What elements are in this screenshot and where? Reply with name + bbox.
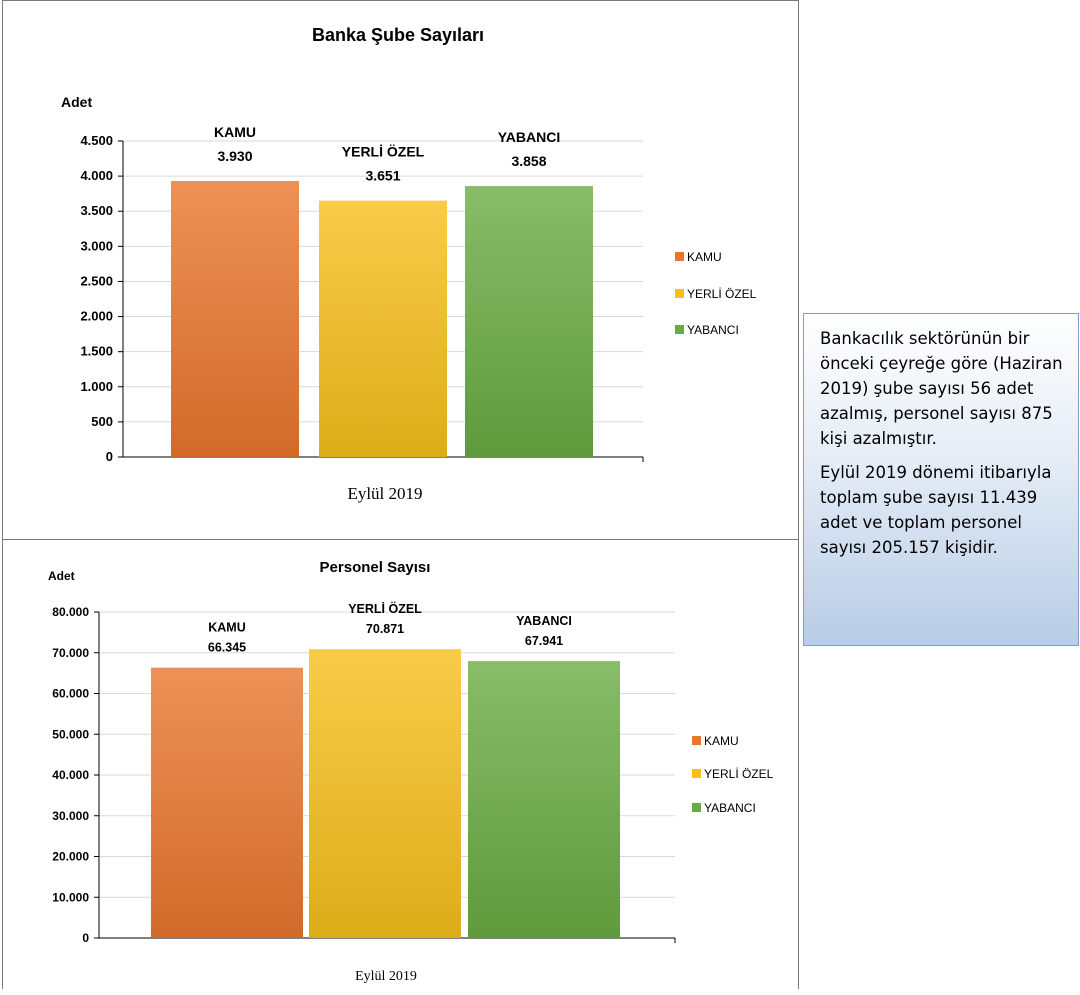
legend-swatch: [675, 325, 684, 334]
data-label-value: 3.858: [511, 153, 546, 169]
personnel-count-chart-panel: Personel Sayısı Adet 0 10.000 20.000 30.000 40…: [2, 539, 799, 989]
y-tick-label: 0: [82, 931, 89, 945]
y-tick-label: 80.000: [52, 605, 89, 619]
y-tick-label: 20.000: [52, 850, 89, 864]
legend-swatch: [692, 803, 701, 812]
y-axis-label: Adet: [48, 569, 75, 583]
legend-label: YABANCI: [704, 801, 756, 815]
y-tick-label: 0: [106, 449, 113, 464]
data-label-name: YABANCI: [498, 129, 561, 145]
legend-swatch: [675, 252, 684, 261]
legend-label: KAMU: [704, 734, 739, 748]
legend-label: YERLİ ÖZEL: [704, 767, 774, 781]
summary-paragraph-2: Eylül 2019 dönemi itibarıyla toplam şube…: [820, 463, 1052, 557]
data-label-value: 66.345: [208, 641, 246, 655]
y-tick-label: 70.000: [52, 646, 89, 660]
x-category-label: Eylül 2019: [355, 969, 417, 984]
data-label-name: YABANCI: [516, 614, 572, 628]
y-tick-label: 40.000: [52, 768, 89, 782]
legend-swatch: [692, 736, 701, 745]
chart-title: Personel Sayısı: [320, 559, 431, 576]
data-label-name: YERLİ ÖZEL: [342, 144, 425, 160]
data-label-value: 3.651: [365, 168, 400, 184]
y-tick-label: 4.000: [80, 168, 113, 183]
data-label-name: KAMU: [214, 124, 256, 140]
y-tick-label: 3.500: [80, 203, 113, 218]
bar-yabanci: [468, 661, 620, 938]
bar-kamu: [151, 667, 303, 938]
y-tick-label: 3.000: [80, 238, 113, 253]
y-tick-label: 10.000: [52, 890, 89, 904]
branch-count-chart-panel: Banka Şube Sayıları Adet 0 500 1.000 1.500 2.0…: [2, 0, 799, 540]
legend-swatch: [692, 769, 701, 778]
legend-swatch: [675, 289, 684, 298]
data-label-name: KAMU: [208, 621, 246, 635]
legend-label: KAMU: [687, 250, 722, 264]
y-tick-label: 4.500: [80, 133, 113, 148]
y-tick-label: 500: [91, 414, 113, 429]
branch-count-chart: Banka Şube Sayıları Adet 0 500 1.000 1.500 2.0…: [61, 25, 757, 503]
legend-label: YABANCI: [687, 323, 739, 337]
data-label-value: 67.941: [525, 634, 563, 648]
data-label-value: 70.871: [366, 622, 404, 636]
summary-note-box: Bankacılık sektörünün bir önceki çeyreğe…: [803, 313, 1079, 646]
summary-paragraph-1: Bankacılık sektörünün bir önceki çeyreğe…: [820, 329, 1063, 448]
y-tick-label: 60.000: [52, 687, 89, 701]
y-tick-label: 50.000: [52, 727, 89, 741]
bar-yabanci: [465, 186, 593, 457]
bar-yerli-zel: [319, 200, 447, 458]
y-tick-label: 2.000: [80, 309, 113, 324]
personnel-count-chart: Personel Sayısı Adet 0 10.000 20.000 30.000 40…: [48, 559, 774, 984]
y-tick-label: 1.500: [80, 344, 113, 359]
chart-title: Banka Şube Sayıları: [312, 25, 484, 45]
data-label-name: YERLİ ÖZEL: [348, 601, 422, 616]
y-tick-label: 30.000: [52, 809, 89, 823]
bar-yerli-zel: [309, 649, 461, 938]
data-label-value: 3.930: [217, 148, 252, 164]
legend-label: YERLİ ÖZEL: [687, 287, 757, 301]
y-axis-label: Adet: [61, 94, 92, 110]
y-tick-label: 2.500: [80, 273, 113, 288]
y-tick-label: 1.000: [80, 379, 113, 394]
bar-kamu: [171, 181, 299, 457]
x-category-label: Eylül 2019: [347, 484, 422, 503]
